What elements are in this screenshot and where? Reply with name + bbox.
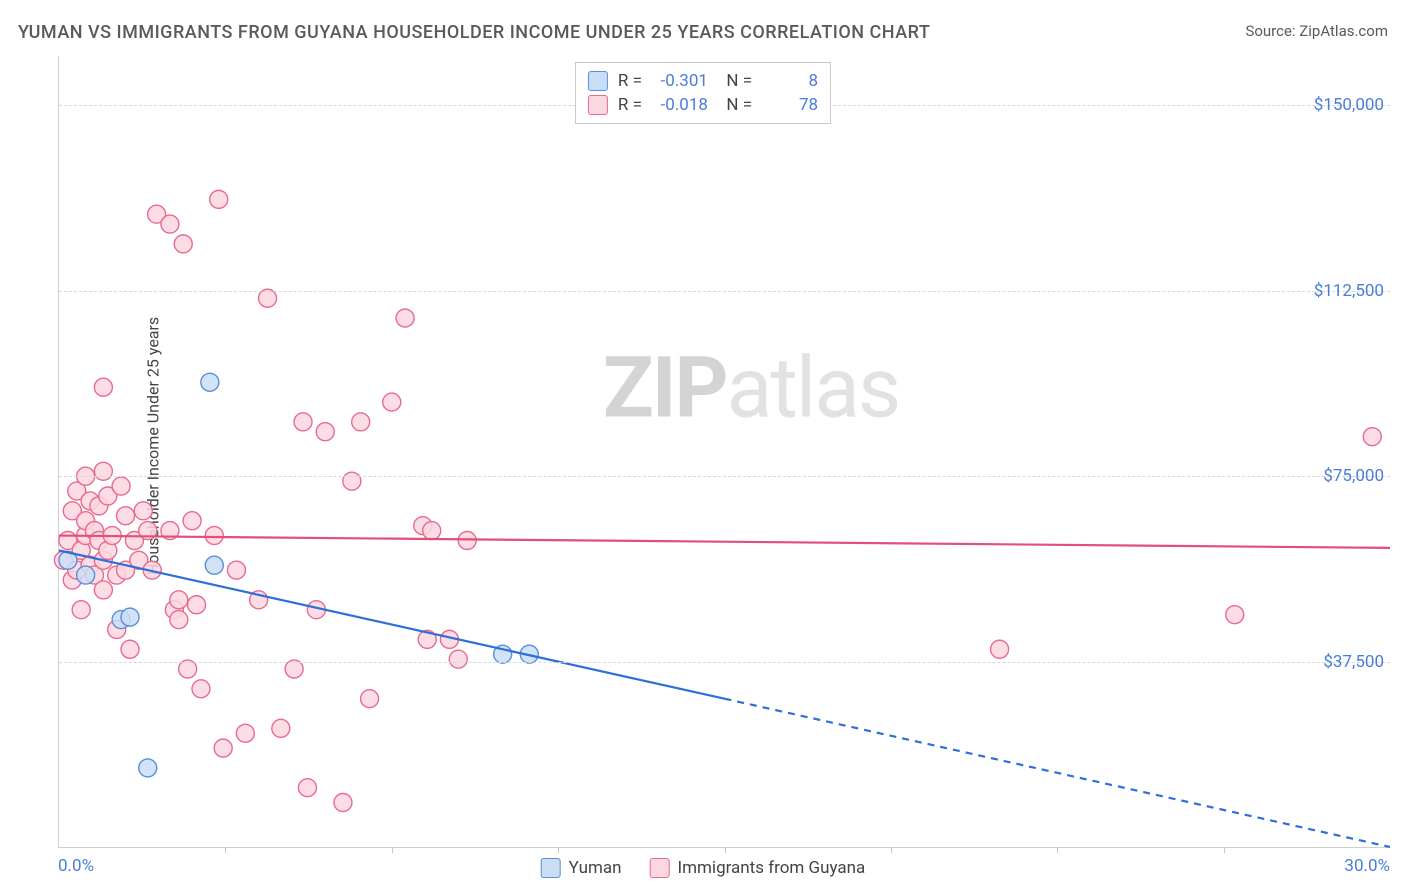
correlation-chart: YUMAN VS IMMIGRANTS FROM GUYANA HOUSEHOL…: [0, 0, 1406, 892]
point-guyana: [383, 393, 401, 411]
y-tick-label: $75,000: [1323, 466, 1384, 486]
x-tick: [1224, 847, 1225, 853]
point-guyana: [179, 660, 197, 678]
legend-swatch-yuman: [541, 858, 561, 878]
point-guyana: [298, 779, 316, 797]
gridline-h: [59, 662, 1390, 663]
n-label: N =: [718, 71, 752, 91]
n-value-guyana: 78: [762, 95, 818, 115]
point-guyana: [112, 477, 130, 495]
source-prefix: Source:: [1245, 22, 1299, 40]
source-attribution: Source: ZipAtlas.com: [1245, 22, 1388, 40]
point-guyana: [210, 190, 228, 208]
point-guyana: [1226, 606, 1244, 624]
gridline-h: [59, 476, 1390, 477]
point-guyana: [72, 601, 90, 619]
legend-item-yuman: Yuman: [541, 858, 622, 878]
point-guyana: [991, 640, 1009, 658]
point-guyana: [174, 235, 192, 253]
y-tick-label: $37,500: [1323, 652, 1384, 672]
point-guyana: [423, 522, 441, 540]
point-guyana: [294, 413, 312, 431]
point-guyana: [334, 794, 352, 812]
point-guyana: [236, 724, 254, 742]
swatch-yuman: [588, 71, 608, 91]
r-value-guyana: -0.018: [652, 95, 708, 115]
legend-item-guyana: Immigrants from Guyana: [649, 858, 865, 878]
point-guyana: [134, 502, 152, 520]
point-guyana: [170, 611, 188, 629]
x-tick: [1057, 847, 1058, 853]
series-legend: Yuman Immigrants from Guyana: [541, 858, 866, 878]
point-guyana: [183, 512, 201, 530]
point-guyana: [121, 640, 139, 658]
x-tick: [725, 847, 726, 853]
chart-title: YUMAN VS IMMIGRANTS FROM GUYANA HOUSEHOL…: [18, 22, 930, 43]
gridline-h: [59, 291, 1390, 292]
y-tick-label: $112,500: [1314, 281, 1384, 301]
point-yuman: [77, 566, 95, 584]
stats-legend: R = -0.301 N = 8 R = -0.018 N = 78: [575, 62, 831, 124]
n-value-yuman: 8: [762, 71, 818, 91]
legend-swatch-guyana: [649, 858, 669, 878]
point-guyana: [396, 309, 414, 327]
trend-line-guyana: [59, 536, 1390, 548]
point-guyana: [259, 289, 277, 307]
r-label: R =: [618, 71, 642, 91]
trend-line-yuman: [59, 550, 725, 698]
point-guyana: [343, 472, 361, 490]
x-tick: [225, 847, 226, 853]
x-tick: [558, 847, 559, 853]
plot-svg: [59, 56, 1390, 847]
point-guyana: [227, 561, 245, 579]
point-guyana: [449, 650, 467, 668]
legend-label-yuman: Yuman: [569, 858, 622, 878]
point-guyana: [117, 507, 135, 525]
x-tick-label: 30.0%: [1344, 856, 1390, 876]
x-tick: [392, 847, 393, 853]
swatch-guyana: [588, 95, 608, 115]
point-guyana: [161, 215, 179, 233]
stats-row-guyana: R = -0.018 N = 78: [588, 93, 818, 117]
x-tick-label: 0.0%: [58, 856, 94, 876]
r-value-yuman: -0.301: [652, 71, 708, 91]
r-label: R =: [618, 95, 642, 115]
point-guyana: [316, 423, 334, 441]
plot-area: ZIPatlas: [58, 56, 1390, 848]
point-guyana: [94, 378, 112, 396]
point-guyana: [272, 719, 290, 737]
trend-line-dashed-yuman: [725, 699, 1391, 847]
point-guyana: [214, 739, 232, 757]
x-tick: [891, 847, 892, 853]
point-guyana: [361, 690, 379, 708]
source-name: ZipAtlas.com: [1299, 22, 1388, 40]
point-guyana: [94, 581, 112, 599]
stats-row-yuman: R = -0.301 N = 8: [588, 69, 818, 93]
point-yuman: [121, 608, 139, 626]
point-yuman: [139, 759, 157, 777]
point-yuman: [205, 556, 223, 574]
point-guyana: [94, 462, 112, 480]
point-guyana: [285, 660, 303, 678]
point-guyana: [205, 527, 223, 545]
point-yuman: [201, 373, 219, 391]
point-guyana: [1363, 428, 1381, 446]
n-label: N =: [718, 95, 752, 115]
legend-label-guyana: Immigrants from Guyana: [677, 858, 865, 878]
y-tick-label: $150,000: [1314, 95, 1384, 115]
point-guyana: [188, 596, 206, 614]
point-guyana: [352, 413, 370, 431]
point-guyana: [192, 680, 210, 698]
point-guyana: [170, 591, 188, 609]
